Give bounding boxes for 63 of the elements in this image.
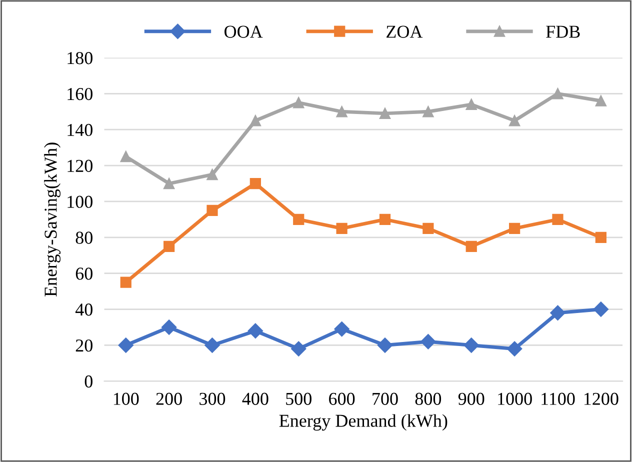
point (336, 222, 348, 234)
point (595, 95, 606, 106)
point (336, 106, 348, 118)
point (552, 214, 564, 226)
x-tick-label: 400 (242, 392, 268, 405)
y-tick-label: 80 (76, 232, 92, 244)
x-tick-label: 800 (415, 392, 442, 405)
point (422, 222, 434, 234)
point (508, 222, 520, 234)
x-tick-label: 1200 (584, 392, 618, 405)
x-tick-label: 1100 (542, 392, 575, 405)
y-tick-label: 20 (76, 339, 92, 352)
point (206, 204, 218, 216)
y-axis-title: Energy-Saving(kWh) (44, 142, 61, 296)
x-tick-label: 200 (156, 392, 182, 405)
point (379, 108, 391, 120)
y-tick-label: 40 (75, 304, 92, 316)
y-tick-label: 160 (68, 88, 92, 100)
point (595, 232, 606, 243)
point (293, 97, 304, 108)
point (250, 178, 261, 190)
legend-label: OOA (224, 26, 263, 38)
point (466, 240, 477, 252)
point (593, 302, 608, 317)
point (379, 214, 391, 226)
y-tick-label: 140 (68, 124, 92, 136)
point (161, 320, 177, 335)
y-tick-label: 180 (68, 52, 92, 64)
point (508, 115, 520, 126)
point (120, 276, 132, 288)
point (550, 305, 566, 320)
point (464, 338, 479, 353)
legend-label: ZOA (386, 26, 423, 38)
x-tick-label: 700 (372, 392, 398, 405)
y-tick-label: 0 (84, 375, 92, 388)
x-tick-label: 500 (286, 392, 312, 405)
point (506, 341, 522, 356)
y-tick-label: 120 (68, 160, 92, 172)
point (291, 341, 306, 356)
point (248, 323, 264, 338)
point (293, 214, 304, 226)
x-tick-label: 600 (329, 392, 355, 405)
y-tick-label: 100 (68, 196, 92, 208)
point (420, 334, 436, 350)
x-tick-label: 100 (114, 392, 139, 405)
x-axis-title: Energy Demand (kWh) (279, 414, 448, 431)
point (334, 321, 350, 337)
point (422, 106, 434, 118)
x-tick-label: 900 (458, 392, 484, 405)
point (206, 168, 218, 180)
point (120, 151, 132, 162)
legend-label: FDB (546, 26, 580, 38)
x-tick-label: 300 (200, 392, 226, 405)
point (204, 338, 220, 353)
x-tick-label: 1000 (498, 392, 532, 405)
y-tick-label: 60 (76, 268, 92, 280)
point (552, 88, 564, 100)
point (250, 115, 261, 126)
point (164, 240, 175, 252)
point (164, 178, 175, 190)
point (466, 98, 477, 110)
point (377, 338, 393, 353)
point (118, 338, 134, 353)
